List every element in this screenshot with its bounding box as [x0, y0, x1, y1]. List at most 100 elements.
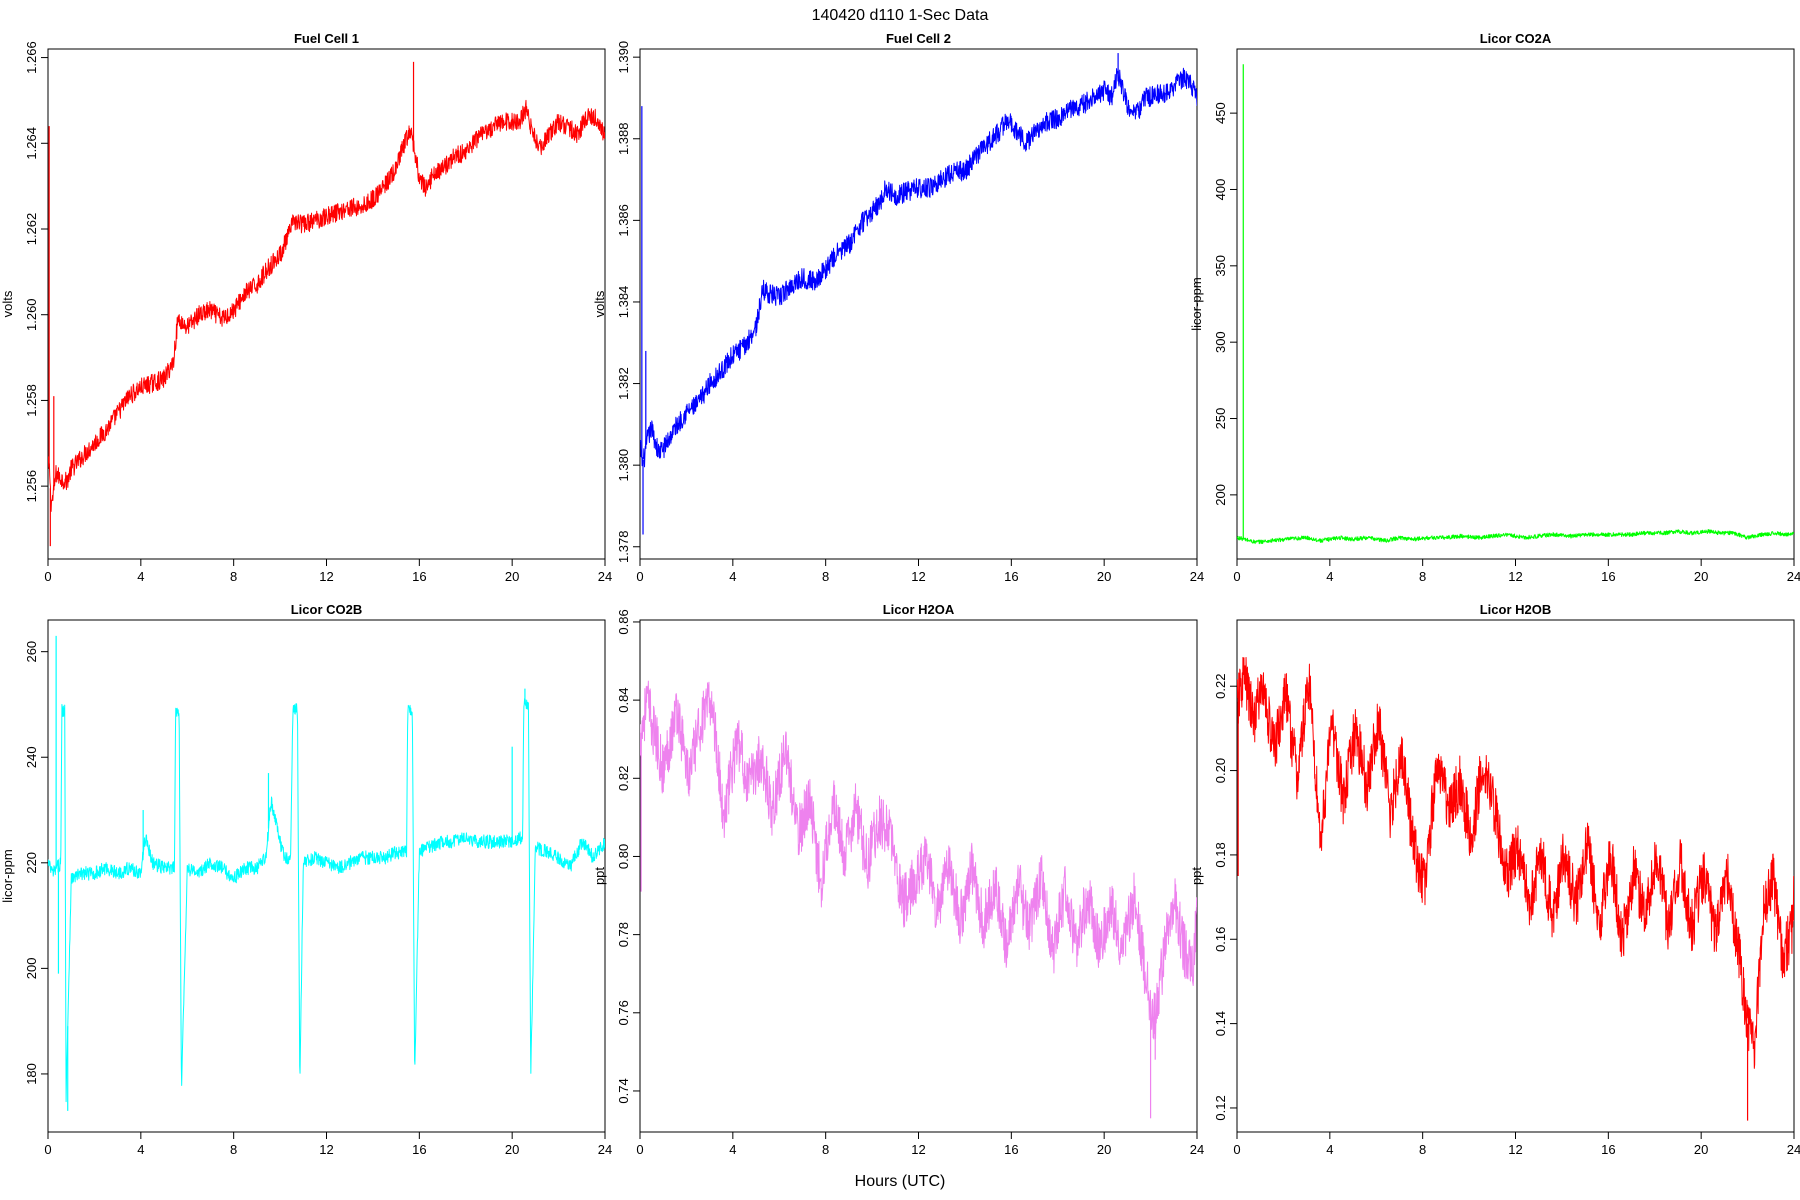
y-tick-label: 0.78	[616, 922, 631, 947]
x-tick-label: 16	[1601, 1142, 1615, 1157]
x-tick-label: 16	[412, 569, 426, 584]
x-tick-label: 24	[1787, 569, 1800, 584]
figure-title: 140420 d110 1-Sec Data	[812, 7, 989, 24]
x-tick-label: 16	[1601, 569, 1615, 584]
panel-4: Licor CO2B licor-ppm 0 4 8 12 16 20 24 180 200 220 2…	[0, 602, 612, 1157]
x-tick-label: 8	[822, 1142, 829, 1157]
series-line	[48, 99, 605, 512]
x-tick-label: 24	[598, 569, 612, 584]
y-tick-label: 1.264	[24, 127, 39, 160]
panel-title: Licor CO2A	[1480, 31, 1552, 46]
y-tick-label: 260	[24, 641, 39, 663]
x-tick-label: 4	[729, 1142, 736, 1157]
x-tick-label: 24	[1787, 1142, 1800, 1157]
x-tick-label: 0	[1233, 569, 1240, 584]
y-tick-label: 1.388	[616, 122, 631, 155]
x-tick-label: 12	[319, 569, 333, 584]
y-axis-label: ppt	[592, 867, 607, 885]
panel-6: Licor H2OB ppt 0 4 8 12 16 20 24 0.12 0.14 0.16 0.18…	[1189, 602, 1800, 1157]
y-tick-label: 0.16	[1213, 927, 1228, 952]
x-tick-label: 20	[505, 569, 519, 584]
panel-title: Licor H2OB	[1480, 602, 1552, 617]
y-tick-label: 0.20	[1213, 758, 1228, 783]
x-tick-label: 20	[1694, 569, 1708, 584]
x-tick-label: 8	[230, 569, 237, 584]
series-line	[1237, 529, 1794, 545]
y-tick-label: 220	[24, 852, 39, 874]
plot-frame	[639, 48, 1198, 560]
y-tick-label: 300	[1213, 331, 1228, 353]
y-tick-label: 400	[1213, 179, 1228, 201]
x-tick-label: 4	[1326, 569, 1333, 584]
x-tick-label: 0	[44, 569, 51, 584]
x-tick-label: 12	[911, 1142, 925, 1157]
series-line	[48, 698, 605, 1103]
y-tick-label: 0.82	[616, 766, 631, 791]
y-tick-label: 0.14	[1213, 1011, 1228, 1036]
x-tick-label: 16	[412, 1142, 426, 1157]
y-axis-label: licor-ppm	[0, 849, 15, 902]
series-line	[640, 67, 1197, 468]
x-tick-label: 20	[1097, 569, 1111, 584]
y-tick-label: 0.12	[1213, 1095, 1228, 1120]
panel-title: Licor H2OA	[883, 602, 955, 617]
x-tick-label: 16	[1004, 569, 1018, 584]
x-tick-label: 24	[1190, 1142, 1204, 1157]
series-line	[1237, 656, 1794, 1069]
x-tick-label: 0	[636, 569, 643, 584]
y-tick-label: 1.262	[24, 213, 39, 246]
y-axis-label: volts	[0, 290, 15, 317]
x-tick-label: 24	[1190, 569, 1204, 584]
series-line	[640, 680, 1197, 1040]
x-tick-label: 20	[505, 1142, 519, 1157]
panel-1: Fuel Cell 1 volts 0 4 8 12 16 20 24 1.256 1.258 1.2…	[0, 31, 612, 584]
y-tick-label: 0.86	[616, 609, 631, 634]
x-tick-label: 0	[1233, 1142, 1240, 1157]
x-tick-label: 12	[1508, 1142, 1522, 1157]
y-tick-label: 1.258	[24, 384, 39, 417]
y-tick-label: 1.382	[616, 367, 631, 400]
x-tick-label: 8	[1419, 569, 1426, 584]
x-tick-label: 0	[636, 1142, 643, 1157]
y-tick-label: 0.84	[616, 687, 631, 712]
panel-title: Fuel Cell 1	[294, 31, 359, 46]
plot-frame	[1236, 48, 1795, 560]
panel-title: Fuel Cell 2	[886, 31, 951, 46]
y-tick-label: 0.74	[616, 1078, 631, 1103]
plot-frame	[47, 619, 606, 1133]
y-tick-label: 1.266	[24, 41, 39, 74]
y-tick-label: 1.380	[616, 449, 631, 482]
x-tick-label: 8	[1419, 1142, 1426, 1157]
plot-frame	[47, 48, 606, 560]
x-tick-label: 4	[137, 1142, 144, 1157]
y-tick-label: 1.390	[616, 41, 631, 74]
y-tick-label: 250	[1213, 408, 1228, 430]
panel-title: Licor CO2B	[291, 602, 363, 617]
x-tick-label: 4	[729, 569, 736, 584]
y-tick-label: 1.378	[616, 530, 631, 563]
y-tick-label: 0.76	[616, 1000, 631, 1025]
y-tick-label: 200	[24, 958, 39, 980]
x-tick-label: 20	[1097, 1142, 1111, 1157]
x-tick-label: 12	[319, 1142, 333, 1157]
y-tick-label: 0.18	[1213, 842, 1228, 867]
y-tick-label: 240	[24, 746, 39, 768]
y-tick-label: 1.386	[616, 204, 631, 237]
y-axis-label: volts	[592, 290, 607, 317]
figure-xlabel: Hours (UTC)	[855, 1173, 946, 1190]
y-tick-label: 180	[24, 1063, 39, 1085]
x-tick-label: 16	[1004, 1142, 1018, 1157]
y-tick-label: 1.256	[24, 470, 39, 503]
x-tick-label: 20	[1694, 1142, 1708, 1157]
y-axis-label: ppt	[1189, 867, 1204, 885]
y-tick-label: 350	[1213, 255, 1228, 277]
y-tick-label: 0.22	[1213, 674, 1228, 699]
x-tick-label: 8	[230, 1142, 237, 1157]
y-axis-label: licor-ppm	[1189, 277, 1204, 330]
panel-2: Fuel Cell 2 volts 0 4 8 12 16 20 24 1.378 1.380 1.3…	[592, 31, 1204, 584]
panel-5: Licor H2OA ppt 0 4 8 12 16 20 24 0.74 0.76 0.78 0.80…	[592, 602, 1204, 1157]
x-tick-label: 4	[137, 569, 144, 584]
y-tick-label: 450	[1213, 102, 1228, 124]
x-tick-label: 4	[1326, 1142, 1333, 1157]
